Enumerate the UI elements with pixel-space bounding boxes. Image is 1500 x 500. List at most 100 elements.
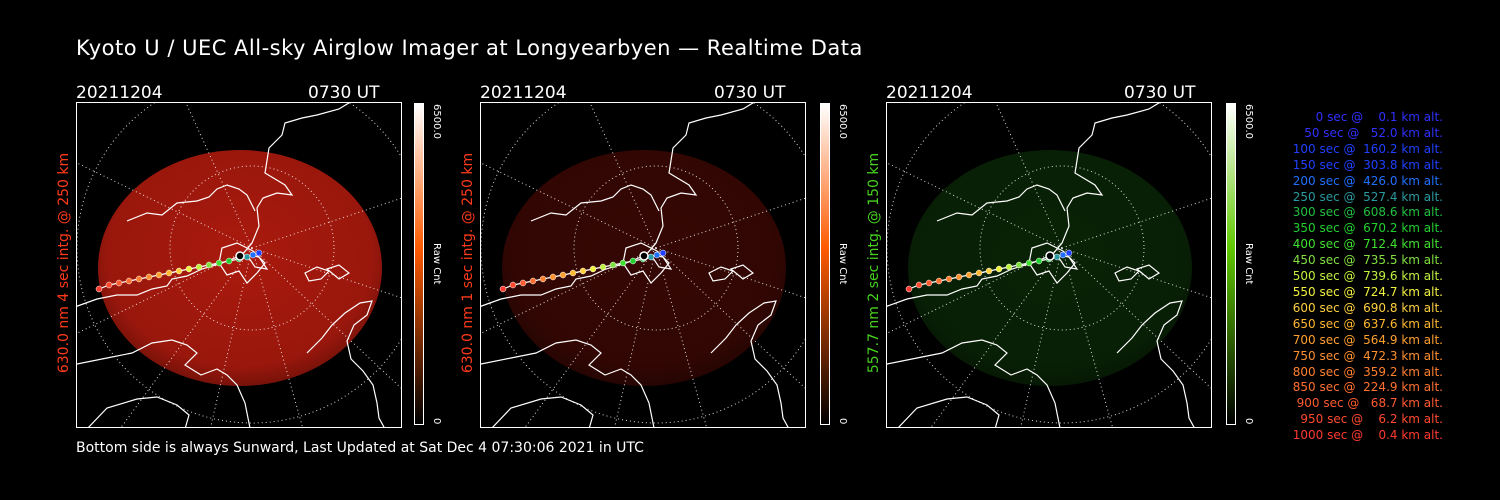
island-path: [218, 242, 266, 284]
colorbar-unit-label: Raw Cnt: [837, 243, 848, 285]
panel-wavelength-label: 557.7 nm 2 sec intg. @ 150 km: [866, 152, 882, 374]
trajectory-point: [95, 285, 103, 293]
allsky-image: [480, 102, 806, 428]
trajectory-point: [205, 261, 213, 269]
coast-path: [530, 184, 660, 222]
trajectory-point: [195, 263, 203, 271]
coast-path: [887, 103, 1160, 307]
grid-line: [251, 247, 401, 389]
grid-line: [1061, 247, 1211, 299]
grid-line: [573, 165, 739, 331]
grid-line: [887, 162, 1063, 249]
trajectory-point: [175, 267, 183, 275]
footer-status: Bottom side is always Sunward, Last Upda…: [76, 440, 644, 456]
grid-line: [655, 247, 805, 299]
coast-path: [936, 184, 1066, 222]
grid-line: [251, 247, 304, 427]
rocket-trajectory: [905, 249, 1073, 293]
grid-line: [1061, 247, 1114, 427]
airglow-disk: [502, 150, 786, 386]
altitude-legend: 0 sec @ 0.1 km alt. 50 sec @ 52.0 km alt…: [1289, 110, 1443, 444]
legend-entry: 50 sec @ 52.0 km alt.: [1296, 125, 1443, 140]
colorbar: [414, 103, 424, 425]
trajectory-point: [185, 265, 193, 273]
grid-line: [655, 197, 805, 249]
trajectory-point: [243, 253, 251, 261]
coast-path: [77, 103, 350, 307]
legend-entry: 500 sec @ 739.6 km alt.: [1288, 269, 1443, 284]
legend-entry: 450 sec @ 735.5 km alt.: [1288, 253, 1443, 268]
trajectory-point: [965, 271, 973, 279]
trajectory-point: [509, 281, 517, 289]
station-marker: [1045, 251, 1055, 261]
trajectory-point: [549, 273, 557, 281]
trajectory-point: [1025, 259, 1033, 267]
lat-lon-grid: [77, 103, 401, 427]
island-path: [304, 266, 331, 282]
colorbar-unit-label: Raw Cnt: [431, 243, 442, 285]
panel-wavelength-label: 630.0 nm 1 sec intg. @ 250 km: [460, 152, 476, 374]
trajectory-point: [945, 275, 953, 283]
coastline: [77, 103, 385, 427]
colorbar-min-label: 0: [431, 418, 442, 425]
island-path: [1028, 242, 1076, 284]
trajectory-point: [925, 279, 933, 287]
grid-line: [210, 247, 253, 427]
rocket-trajectory: [499, 249, 667, 293]
legend-entry: 550 sec @ 724.7 km alt.: [1288, 284, 1443, 299]
trajectory-point: [529, 277, 537, 285]
trajectory-point: [1065, 249, 1073, 257]
trajectory-point: [499, 285, 507, 293]
trajectory-point: [599, 263, 607, 271]
trajectory-point: [569, 269, 577, 277]
panel-wavelength-label: 630.0 nm 4 sec intg. @ 250 km: [56, 152, 72, 374]
colorbar: [1226, 103, 1236, 425]
trajectory-point: [1059, 251, 1067, 259]
panel-date: 20211204: [76, 83, 163, 103]
legend-entry: 350 sec @ 670.2 km alt.: [1288, 221, 1443, 236]
coast-path: [898, 396, 1000, 427]
trajectory-point: [519, 279, 527, 287]
legend-entry: 850 sec @ 224.9 km alt.: [1288, 380, 1443, 395]
legend-entry: 950 sec @ 6.2 km alt.: [1296, 412, 1443, 427]
grid-line: [481, 162, 657, 249]
colorbar-max-label: 6500.0: [837, 104, 848, 139]
coastline: [887, 103, 1195, 427]
legend-entry: 800 sec @ 359.2 km alt.: [1288, 364, 1443, 379]
trajectory-point: [105, 281, 113, 289]
legend-entry: 750 sec @ 472.3 km alt.: [1288, 348, 1443, 363]
legend-entry: 250 sec @ 527.4 km alt.: [1288, 189, 1443, 204]
trajectory-point: [1053, 253, 1061, 261]
trajectory-point: [653, 251, 661, 259]
trajectory-point: [985, 267, 993, 275]
trajectory-point: [609, 261, 617, 269]
trajectory-point: [249, 251, 257, 259]
colorbar-max-label: 6500.0: [1243, 104, 1254, 139]
colorbar-unit-label: Raw Cnt: [1243, 243, 1254, 285]
island-path: [622, 242, 670, 284]
legend-entry: 1000 sec @ 0.4 km alt.: [1292, 428, 1443, 443]
panel-time: 0730 UT: [308, 83, 380, 103]
trajectory-point: [125, 277, 133, 285]
island-path: [1114, 266, 1141, 282]
coast-path: [481, 339, 655, 427]
legend-entry: 100 sec @ 160.2 km alt.: [1288, 141, 1443, 156]
trajectory-point: [155, 271, 163, 279]
grid-line: [614, 247, 657, 427]
grid-line: [1020, 247, 1063, 427]
trajectory-point: [659, 249, 667, 257]
grid-line: [1061, 197, 1211, 249]
grid-line: [655, 247, 708, 427]
colorbar: [820, 103, 830, 425]
trajectory-point: [539, 275, 547, 283]
colorbar-min-label: 0: [1243, 418, 1254, 425]
panel-date: 20211204: [480, 83, 567, 103]
trajectory-point: [619, 259, 627, 267]
trajectory-point: [915, 281, 923, 289]
grid-line: [169, 165, 335, 331]
island-path: [729, 264, 755, 280]
grid-line: [979, 165, 1145, 331]
allsky-image: [76, 102, 402, 428]
trajectory-point: [647, 253, 655, 261]
trajectory-point: [115, 279, 123, 287]
